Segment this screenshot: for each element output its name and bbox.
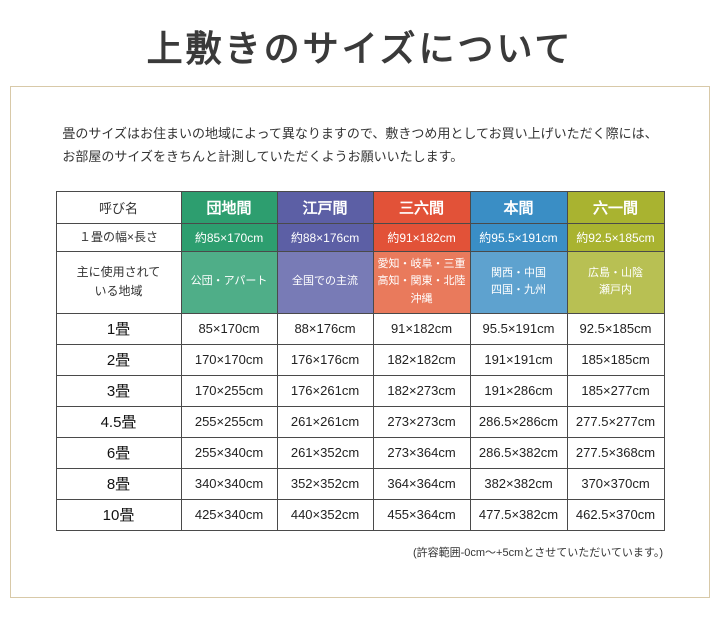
column-header-edoma: 江戸間 <box>276 190 374 224</box>
column-header-rokuichima: 六一間 <box>566 190 665 224</box>
size-row-label: 6畳 <box>55 436 182 469</box>
size-cell: 255×340cm <box>180 436 278 469</box>
size-cell: 455×364cm <box>372 498 471 531</box>
size-cell: 477.5×382cm <box>469 498 568 531</box>
region-cell-edoma: 全国での主流 <box>276 250 374 314</box>
size-cell: 261×352cm <box>276 436 374 469</box>
size-cell: 255×255cm <box>180 405 278 438</box>
size-cell: 382×382cm <box>469 467 568 500</box>
page-title: 上敷きのサイズについて <box>146 29 574 69</box>
size-cell: 286.5×382cm <box>469 436 568 469</box>
size-row-label: 8畳 <box>55 467 182 500</box>
intro-text: 畳のサイズはお住まいの地域によって異なりますので、敷きつめ用としてお買い上げいた… <box>62 126 658 164</box>
size-row-label: 1畳 <box>55 312 182 345</box>
region-cell-rokuichima: 広島・山陰 瀬戸内 <box>566 250 665 314</box>
content-panel: 畳のサイズはお住まいの地域によって異なりますので、敷きつめ用としてお買い上げいた… <box>10 86 710 598</box>
size-cell: 85×170cm <box>180 312 278 345</box>
width-length-row: １畳の幅×長さ 約85×170cm 約88×176cm 約91×182cm 約9… <box>55 222 665 252</box>
size-cell: 182×182cm <box>372 343 471 376</box>
size-cell: 191×191cm <box>469 343 568 376</box>
tatami-size-table: 呼び名 団地間 江戸間 三六間 本間 六一間 １畳の幅×長さ 約85×170cm… <box>55 190 665 531</box>
size-cell: 176×176cm <box>276 343 374 376</box>
size-cell: 170×255cm <box>180 374 278 407</box>
size-cell: 176×261cm <box>276 374 374 407</box>
column-header-honma: 本間 <box>469 190 568 224</box>
width-cell-danchima: 約85×170cm <box>180 222 278 252</box>
width-cell-rokuichima: 約92.5×185cm <box>566 222 665 252</box>
size-cell: 95.5×191cm <box>469 312 568 345</box>
size-cell: 91×182cm <box>372 312 471 345</box>
region-cell-honma: 関西・中国 四国・九州 <box>469 250 568 314</box>
size-cell: 425×340cm <box>180 498 278 531</box>
size-cell: 370×370cm <box>566 467 665 500</box>
header-row: 呼び名 団地間 江戸間 三六間 本間 六一間 <box>55 190 665 224</box>
size-row-2jo: 2畳 170×170cm 176×176cm 182×182cm 191×191… <box>55 343 665 376</box>
corner-header: 呼び名 <box>55 190 182 224</box>
size-cell: 261×261cm <box>276 405 374 438</box>
size-cell: 340×340cm <box>180 467 278 500</box>
region-cell-danchima: 公団・アパート <box>180 250 278 314</box>
size-cell: 185×277cm <box>566 374 665 407</box>
size-cell: 273×364cm <box>372 436 471 469</box>
row-label-region: 主に使用されて いる地域 <box>55 250 182 314</box>
size-row-3jo: 3畳 170×255cm 176×261cm 182×273cm 191×286… <box>55 374 665 407</box>
column-header-saburokuma: 三六間 <box>372 190 471 224</box>
size-cell: 170×170cm <box>180 343 278 376</box>
size-cell: 191×286cm <box>469 374 568 407</box>
row-label-width-length: １畳の幅×長さ <box>55 222 182 252</box>
size-row-label: 3畳 <box>55 374 182 407</box>
size-row-8jo: 8畳 340×340cm 352×352cm 364×364cm 382×382… <box>55 467 665 500</box>
size-cell: 352×352cm <box>276 467 374 500</box>
size-cell: 182×273cm <box>372 374 471 407</box>
width-cell-saburokuma: 約91×182cm <box>372 222 471 252</box>
size-row-label: 4.5畳 <box>55 405 182 438</box>
size-cell: 286.5×286cm <box>469 405 568 438</box>
tolerance-note: (許容範囲-0cm〜+5cmとさせていただいています。) <box>412 546 663 559</box>
size-row-1jo: 1畳 85×170cm 88×176cm 91×182cm 95.5×191cm… <box>55 312 665 345</box>
width-cell-honma: 約95.5×191cm <box>469 222 568 252</box>
size-row-4_5jo: 4.5畳 255×255cm 261×261cm 273×273cm 286.5… <box>55 405 665 438</box>
size-row-10jo: 10畳 425×340cm 440×352cm 455×364cm 477.5×… <box>55 498 665 531</box>
region-row: 主に使用されて いる地域 公団・アパート 全国での主流 愛知・岐阜・三重 高知・… <box>55 250 665 314</box>
size-cell: 277.5×277cm <box>566 405 665 438</box>
size-cell: 440×352cm <box>276 498 374 531</box>
size-cell: 364×364cm <box>372 467 471 500</box>
size-cell: 273×273cm <box>372 405 471 438</box>
width-cell-edoma: 約88×176cm <box>276 222 374 252</box>
size-cell: 88×176cm <box>276 312 374 345</box>
size-cell: 185×185cm <box>566 343 665 376</box>
size-row-label: 10畳 <box>55 498 182 531</box>
size-row-6jo: 6畳 255×340cm 261×352cm 273×364cm 286.5×3… <box>55 436 665 469</box>
page: 上敷きのサイズについて 畳のサイズはお住まいの地域によって異なりますので、敷きつ… <box>10 29 710 598</box>
size-row-label: 2畳 <box>55 343 182 376</box>
size-cell: 92.5×185cm <box>566 312 665 345</box>
size-cell: 277.5×368cm <box>566 436 665 469</box>
column-header-danchima: 団地間 <box>180 190 278 224</box>
region-cell-saburokuma: 愛知・岐阜・三重 高知・関東・北陸 沖縄 <box>372 250 471 314</box>
size-cell: 462.5×370cm <box>566 498 665 531</box>
